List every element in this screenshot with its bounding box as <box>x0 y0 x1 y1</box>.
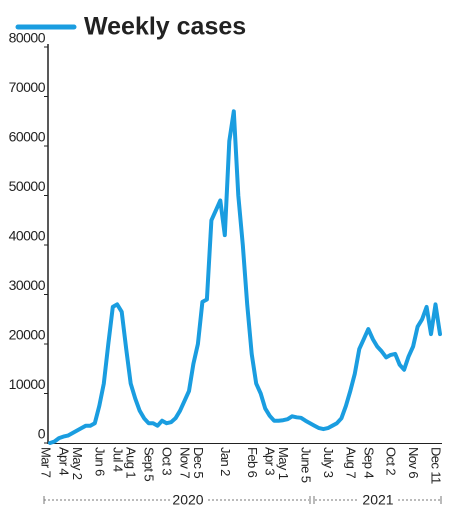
x-tick-label: Apr 4 <box>56 447 71 475</box>
x-tick-label: Feb 6 <box>245 447 260 478</box>
x-tick-label: June 5 <box>299 447 314 483</box>
x-tick-label: Sept 5 <box>142 447 157 481</box>
y-tick-label: 0 <box>38 426 46 442</box>
x-tick-label: Oct 2 <box>384 447 399 475</box>
x-tick-label: May 1 <box>276 447 291 480</box>
x-tick-label: Mar 7 <box>39 447 54 478</box>
x-tick-label: Jun 6 <box>92 447 107 476</box>
year-label: 2021 <box>362 492 393 508</box>
x-tick-label: Sep 4 <box>361 447 376 478</box>
y-tick-label: 10000 <box>9 376 46 392</box>
x-tick-label: Nov 6 <box>406 447 421 478</box>
x-tick-label: Aug 7 <box>343 447 358 478</box>
x-tick-label: Oct 3 <box>160 447 175 475</box>
data-line <box>48 109 442 445</box>
x-tick-label: Aug 1 <box>124 447 139 478</box>
y-tick-label: 80000 <box>9 30 46 46</box>
y-tick-label: 50000 <box>9 178 46 194</box>
y-tick-label: 30000 <box>9 277 46 293</box>
year-brackets <box>43 496 442 504</box>
x-tick-label: Nov 7 <box>178 447 193 478</box>
x-tick-label: Dec 11 <box>429 447 444 484</box>
y-tick-label: 60000 <box>9 129 46 145</box>
y-tick-label: 40000 <box>9 228 46 244</box>
y-tick-label: 70000 <box>9 79 46 95</box>
legend-label: Weekly cases <box>84 13 246 41</box>
year-label: 2020 <box>172 492 203 508</box>
x-tick-label: July 3 <box>321 447 336 478</box>
x-tick-label: Jul 4 <box>110 447 125 472</box>
x-tick-label: Jan 2 <box>218 447 233 476</box>
x-tick-label: Apr 3 <box>263 447 278 475</box>
y-tick-label: 20000 <box>9 327 46 343</box>
x-tick-label: Dec 5 <box>191 447 206 478</box>
x-tick-label: May 2 <box>70 447 85 480</box>
